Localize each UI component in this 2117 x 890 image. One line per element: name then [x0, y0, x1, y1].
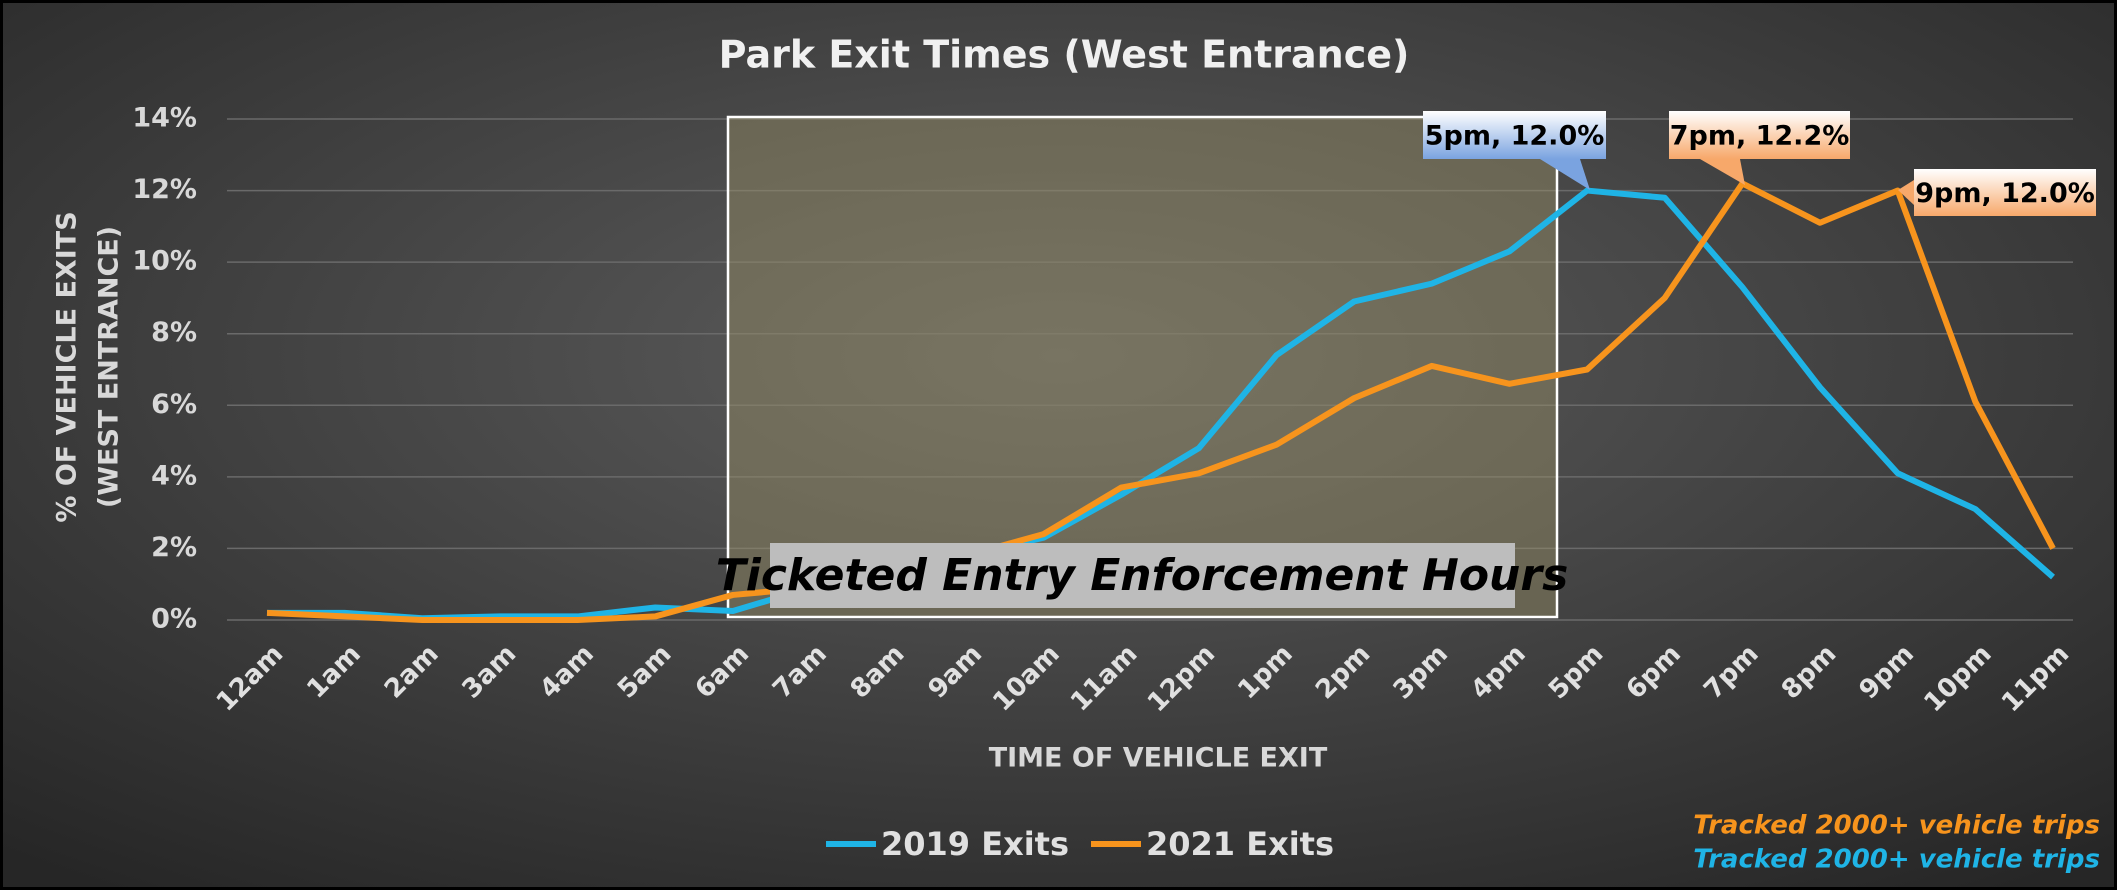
y-tick-label: 14%	[132, 103, 197, 134]
y-axis-title-line: % OF VEHICLE EXITS	[52, 211, 83, 522]
y-tick-label: 2%	[151, 532, 197, 563]
y-tick-label: 12%	[132, 174, 197, 205]
legend-label: 2019 Exits	[881, 825, 1069, 863]
y-tick-label: 8%	[151, 317, 197, 348]
region-label: Ticketed Entry Enforcement Hours	[716, 550, 1569, 601]
series-line	[266, 180, 2056, 623]
annotation: 9pm, 12.0%	[1915, 178, 2095, 209]
y-tick-label: 0%	[151, 604, 197, 635]
y-axis-title: % OF VEHICLE EXITS (WEST ENTRANCE)	[52, 211, 125, 522]
callout-pointer	[1540, 159, 1590, 190]
callout-pointer	[1700, 159, 1745, 185]
callout-box	[1423, 111, 1606, 159]
callout-box	[1914, 169, 2096, 216]
chart-title: Park Exit Times (West Entrance)	[719, 33, 1410, 77]
y-tick-label: 6%	[151, 389, 197, 420]
enforcement-region	[726, 115, 1559, 619]
annotation: 5pm, 12.0%	[1425, 121, 1605, 152]
x-axis-title: TIME OF VEHICLE EXIT	[989, 743, 1328, 774]
y-axis-title-line: (WEST ENTRANCE)	[94, 226, 125, 508]
y-tick-label: 4%	[151, 460, 197, 491]
region-label-box	[770, 543, 1515, 608]
annotation: 7pm, 12.2%	[1670, 121, 1850, 152]
y-tick-label: 10%	[132, 246, 197, 277]
note: Tracked 2000+ vehicle trips	[1693, 845, 2100, 875]
callout-pointer	[1898, 180, 1914, 205]
legend-label: 2021 Exits	[1146, 825, 1334, 863]
note: Tracked 2000+ vehicle trips	[1693, 811, 2100, 841]
series-line	[267, 187, 2055, 622]
callout-box	[1669, 111, 1850, 159]
